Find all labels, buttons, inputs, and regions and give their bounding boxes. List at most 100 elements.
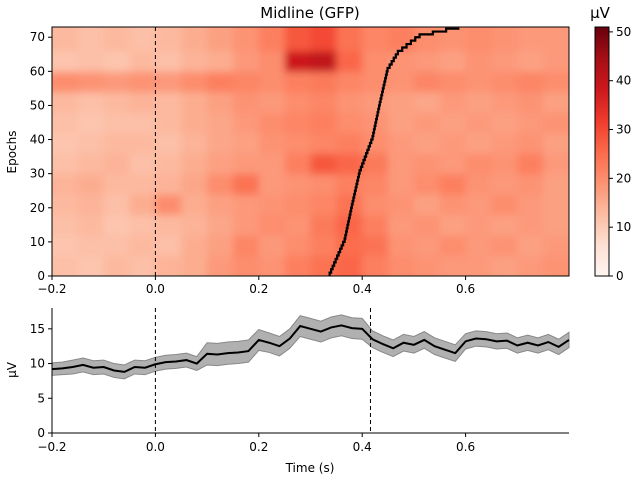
heatmap-cell: [439, 50, 467, 72]
heatmap-cell: [77, 153, 105, 175]
heatmap-cell: [439, 71, 467, 93]
epochs-heatmap: [52, 27, 569, 276]
heatmap-cell: [491, 112, 518, 134]
heatmap-cell: [543, 153, 569, 175]
heatmap-cell: [517, 255, 544, 276]
heatmap-cell: [543, 255, 569, 276]
heatmap-cell: [465, 194, 492, 216]
heatmap-cell: [310, 235, 337, 257]
heatmap-cell: [543, 50, 569, 72]
x-tick-label: 0.6: [456, 282, 475, 296]
evoked-line: [51, 324, 570, 373]
heatmap-cell: [310, 132, 337, 154]
heatmap-cell: [181, 173, 208, 195]
heatmap-cell: [103, 91, 131, 113]
heatmap-cell: [181, 255, 208, 276]
heatmap-cell: [232, 71, 260, 93]
heatmap-cell: [362, 173, 389, 195]
heatmap-cell: [465, 91, 492, 113]
heatmap-cell: [181, 235, 208, 257]
heatmap-cell: [517, 194, 544, 216]
heatmap-cell: [310, 50, 337, 72]
heatmap-cell: [491, 132, 518, 154]
heatmap-cell: [52, 173, 79, 195]
x-tick-label: 0.4: [353, 440, 372, 454]
heatmap-cell: [465, 173, 492, 195]
heatmap-cell: [413, 50, 441, 72]
heatmap-cell: [155, 153, 182, 175]
y-tick-label: 20: [30, 201, 45, 215]
heatmap-cell: [336, 153, 363, 175]
heatmap-cell: [491, 50, 518, 72]
heatmap-cell: [491, 27, 518, 52]
heatmap-cell: [388, 50, 415, 72]
heatmap-cell: [517, 132, 544, 154]
heatmap-cell: [543, 194, 569, 216]
heatmap-cell: [103, 153, 131, 175]
evoked-plot: −0.2 0.0 0.2 0.4 0.6 0 5 10 15: [30, 308, 570, 454]
heatmap-frame: [51, 26, 570, 277]
heatmap-cell: [362, 132, 389, 154]
heatmap-cell: [362, 214, 389, 236]
heatmap-cell: [207, 91, 234, 113]
heatmap-cell: [207, 132, 234, 154]
heatmap-cell: [52, 112, 79, 134]
heatmap-cell: [181, 194, 208, 216]
heatmap-cell: [103, 235, 131, 257]
heatmap-cell: [155, 27, 182, 52]
heatmap-cell: [258, 71, 286, 93]
heatmap-cell: [207, 255, 234, 276]
heatmap-cell: [232, 27, 260, 52]
heatmap-cell: [52, 71, 79, 93]
heatmap-cell: [103, 255, 131, 276]
heatmap-cell: [439, 235, 467, 257]
heatmap-cell: [413, 132, 441, 154]
heatmap-cell: [465, 27, 492, 52]
evoked-xlabel: Time (s): [285, 461, 335, 475]
heatmap-cell: [362, 153, 389, 175]
heatmap-cell: [388, 235, 415, 257]
heatmap-cell: [284, 112, 311, 134]
heatmap-cell: [465, 235, 492, 257]
y-tick-label: 50: [30, 98, 45, 112]
heatmap-cell: [103, 71, 131, 93]
heatmap-cell: [465, 50, 492, 72]
heatmap-cell: [129, 91, 156, 113]
heatmap-cell: [52, 235, 79, 257]
y-tick-label: 40: [30, 133, 45, 147]
heatmap-cell: [258, 153, 286, 175]
heatmap-cell: [517, 91, 544, 113]
heatmap-cell: [103, 214, 131, 236]
y-tick-label: 70: [30, 30, 45, 44]
y-tick-label: 15: [30, 322, 45, 336]
heatmap-cell: [388, 132, 415, 154]
heatmap-cell: [491, 214, 518, 236]
colorbar-tick-label: 0: [616, 269, 624, 283]
heatmap-cell: [413, 255, 441, 276]
heatmap-cell: [77, 194, 105, 216]
heatmap-cell: [258, 173, 286, 195]
heatmap-cell: [129, 153, 156, 175]
heatmap-cell: [284, 91, 311, 113]
heatmap-cell: [491, 194, 518, 216]
heatmap-cell: [284, 214, 311, 236]
heatmap-cell: [543, 235, 569, 257]
heatmap-cell: [52, 255, 79, 276]
heatmap-cell: [181, 112, 208, 134]
heatmap-cell: [439, 153, 467, 175]
heatmap-cell: [388, 173, 415, 195]
heatmap-cell: [181, 27, 208, 52]
x-tick-label: 0.2: [249, 440, 268, 454]
heatmap-cell: [284, 173, 311, 195]
heatmap-cell: [232, 255, 260, 276]
heatmap-cell: [207, 194, 234, 216]
y-tick-label: 10: [30, 357, 45, 371]
heatmap-cell: [155, 214, 182, 236]
heatmap-cell: [155, 194, 182, 216]
colorbar: [594, 26, 610, 277]
heatmap-title: Midline (GFP): [260, 4, 359, 22]
heatmap-cell: [181, 153, 208, 175]
heatmap-cell: [491, 91, 518, 113]
heatmap-cell: [465, 112, 492, 134]
